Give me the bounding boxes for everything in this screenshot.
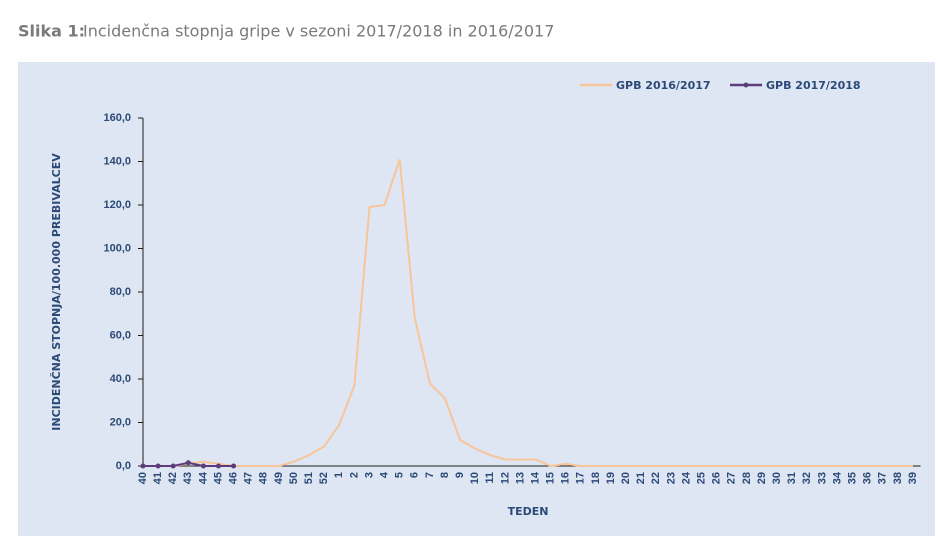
x-tick-label: 52 <box>318 472 330 484</box>
y-tick-label: 0,0 <box>116 460 131 472</box>
x-tick-label: 41 <box>152 472 164 484</box>
y-tick-label: 60,0 <box>110 329 131 341</box>
x-tick-label: 49 <box>273 472 285 484</box>
y-tick-label: 140,0 <box>103 155 131 167</box>
x-tick-label: 32 <box>801 472 813 484</box>
x-tick-label: 45 <box>212 472 224 484</box>
y-tick-label: 20,0 <box>110 416 131 428</box>
x-tick-label: 11 <box>484 472 496 484</box>
x-tick-label: 27 <box>726 472 738 484</box>
x-tick-label: 6 <box>409 472 421 478</box>
x-tick-label: 30 <box>771 472 783 484</box>
x-tick-label: 37 <box>877 472 889 484</box>
chart-title-prefix: Slika 1: <box>18 22 85 41</box>
x-tick-label: 1 <box>333 472 345 478</box>
x-tick-label: 42 <box>167 472 179 484</box>
x-tick-label: 21 <box>635 472 647 484</box>
x-tick-label: 48 <box>258 472 270 484</box>
x-tick-label: 19 <box>605 472 617 484</box>
x-tick-label: 15 <box>545 472 557 484</box>
series-marker <box>185 460 191 466</box>
x-tick-label: 28 <box>741 472 753 484</box>
chart-title: Incidenčna stopnja gripe v sezoni 2017/2… <box>83 22 554 41</box>
x-tick-label: 17 <box>575 472 587 484</box>
x-axis-label: TEDEN <box>508 505 549 518</box>
legend-label: GPB 2017/2018 <box>766 79 861 92</box>
x-tick-label: 51 <box>303 472 315 484</box>
y-tick-label: 80,0 <box>110 286 131 298</box>
x-tick-label: 39 <box>907 472 919 484</box>
y-axis-label: INCIDENČNA STOPNJA/100.000 PREBIVALCEV <box>50 153 63 431</box>
y-tick-label: 160,0 <box>103 112 131 124</box>
x-tick-label: 46 <box>227 472 239 484</box>
x-tick-label: 10 <box>469 472 481 484</box>
x-tick-label: 34 <box>831 471 843 484</box>
x-tick-label: 29 <box>756 472 768 484</box>
x-tick-label: 24 <box>680 471 692 484</box>
x-tick-label: 5 <box>394 472 406 478</box>
x-tick-label: 33 <box>816 472 828 484</box>
x-tick-label: 40 <box>137 472 149 484</box>
x-tick-label: 38 <box>892 472 904 484</box>
x-tick-label: 12 <box>499 472 511 484</box>
y-tick-label: 120,0 <box>103 199 131 211</box>
series-marker <box>215 463 221 469</box>
x-tick-label: 50 <box>288 472 300 484</box>
x-tick-label: 16 <box>560 472 572 484</box>
series-line <box>143 159 913 468</box>
x-tick-label: 7 <box>424 472 436 478</box>
x-tick-label: 4 <box>378 471 390 478</box>
x-tick-label: 47 <box>243 472 255 484</box>
series-marker <box>200 463 206 469</box>
series-marker <box>155 463 161 469</box>
y-tick-label: 40,0 <box>110 373 131 385</box>
x-tick-label: 31 <box>786 472 798 484</box>
series-marker <box>231 463 237 469</box>
x-tick-label: 35 <box>847 472 859 484</box>
series-marker <box>140 463 146 469</box>
x-tick-label: 8 <box>439 472 451 478</box>
x-tick-label: 22 <box>650 472 662 484</box>
y-tick-label: 100,0 <box>103 242 131 254</box>
x-tick-label: 2 <box>348 472 360 478</box>
x-tick-label: 25 <box>696 472 708 484</box>
x-tick-label: 23 <box>665 472 677 484</box>
x-tick-label: 36 <box>862 472 874 484</box>
x-tick-label: 13 <box>514 472 526 484</box>
x-tick-label: 18 <box>590 472 602 484</box>
x-tick-label: 9 <box>454 472 466 478</box>
legend-label: GPB 2016/2017 <box>616 79 711 92</box>
series-marker <box>170 463 176 469</box>
x-tick-label: 44 <box>197 471 209 484</box>
x-tick-label: 3 <box>363 472 375 478</box>
x-tick-label: 20 <box>620 472 632 484</box>
x-tick-label: 43 <box>182 472 194 484</box>
x-tick-label: 26 <box>711 472 723 484</box>
x-tick-label: 14 <box>529 471 541 484</box>
legend-marker <box>743 82 749 88</box>
plot-background <box>18 62 935 536</box>
